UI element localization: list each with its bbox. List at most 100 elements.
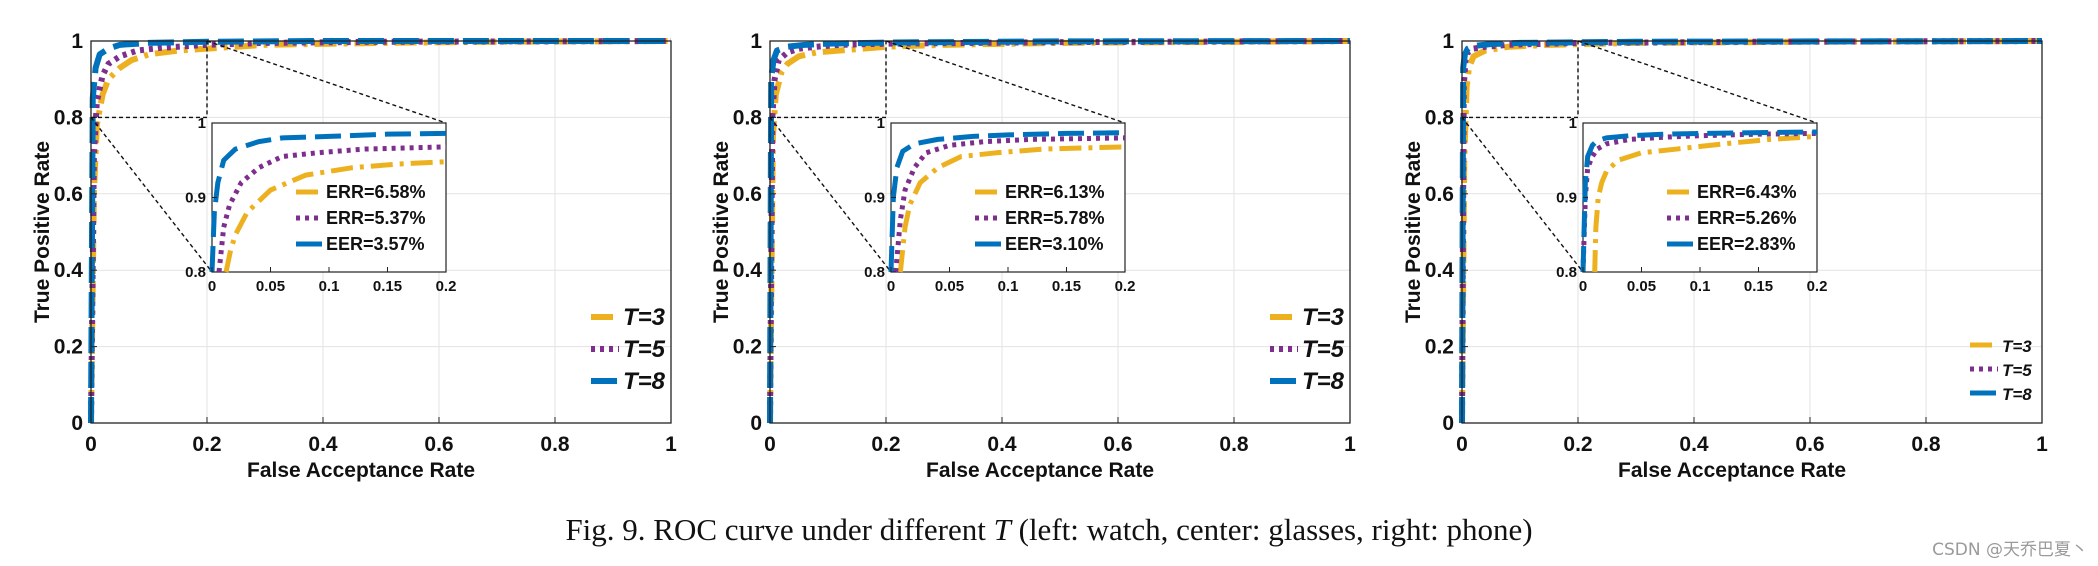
x-tick-label: 0 (764, 433, 776, 456)
x-tick-label: 0 (1456, 433, 1468, 456)
inset-x-tick-label: 0.2 (1115, 278, 1136, 295)
series-line-T8 (767, 38, 1351, 424)
y-tick-label: 0.6 (54, 183, 83, 206)
inset-y-tick-label: 0.9 (864, 190, 885, 207)
inset-y-tick-label: 0.8 (185, 264, 206, 281)
x-tick-label: 0.2 (192, 433, 221, 456)
caption-prefix: Fig. 9. ROC curve under different (565, 512, 994, 547)
x-tick-label: 0.4 (308, 433, 338, 456)
inset-x-tick-label: 0.05 (1627, 278, 1656, 295)
inset-frame (890, 122, 1126, 273)
inset-series-T5 (216, 144, 447, 273)
inset-y-tick-label: 1 (1569, 115, 1577, 132)
y-tick-label: 0 (750, 412, 762, 435)
legend-label: T=8 (623, 368, 666, 395)
inset-y-tick-label: 0.9 (185, 190, 206, 207)
zoom-connector-top (885, 40, 1126, 124)
legend-label: T=5 (623, 336, 666, 363)
x-axis-title: False Acceptance Rate (926, 459, 1154, 482)
y-tick-label: 0.6 (733, 183, 762, 206)
inset-x-tick-label: 0 (1579, 278, 1587, 295)
x-axis-title: False Acceptance Rate (1618, 459, 1846, 482)
inset-x-tick-label: 0.15 (1052, 278, 1081, 295)
y-tick-label: 1 (750, 30, 762, 53)
roc-panel-watch: 0 0.2 0.4 0.6 0.8 1 0 0.2 0.4 0.6 0.8 1 False Accept… (31, 30, 677, 482)
y-axis-title: True Positive Rate (31, 141, 54, 323)
plot-frame (90, 40, 672, 424)
figure-caption: Fig. 9. ROC curve under different T (lef… (0, 512, 2098, 548)
inset-legend-label: ERR=5.26% (1697, 208, 1797, 228)
inset-watch: 0 0.05 0.1 0.15 0.2 0.8 0.9 1 ERR=6.58% ERR=5.37%… (185, 115, 456, 295)
x-tick-label: 0.8 (1911, 433, 1941, 456)
y-tick-label: 0 (71, 412, 83, 435)
legend-label: T=3 (623, 304, 666, 331)
zoom-connector-bottom (769, 116, 892, 273)
inset-x-tick-label: 0 (887, 278, 895, 295)
inset-phone: 0 0.05 0.1 0.15 0.2 0.8 0.9 1 ERR=6.43% ERR=5.26%… (1556, 115, 1827, 295)
inset-x-tick-label: 0.2 (436, 278, 457, 295)
y-tick-label: 0.8 (733, 106, 763, 129)
x-tick-label: 1 (665, 433, 677, 456)
y-tick-label: 0 (1442, 412, 1454, 435)
x-tick-label: 0.6 (424, 433, 453, 456)
x-tick-label: 0.6 (1103, 433, 1132, 456)
inset-series-T3 (1592, 133, 1818, 273)
inset-x-tick-label: 0.05 (256, 278, 285, 295)
y-tick-label: 0.2 (1425, 336, 1454, 359)
x-tick-label: 0.4 (987, 433, 1017, 456)
x-tick-label: 0.8 (1219, 433, 1249, 456)
y-tick-label: 0.2 (54, 336, 83, 359)
main-legend: T=3 T=5 T=8 (591, 304, 666, 395)
inset-x-tick-label: 0.1 (998, 278, 1019, 295)
legend-label: T=8 (2002, 385, 2032, 404)
x-tick-label: 0.4 (1679, 433, 1709, 456)
y-tick-label: 0.8 (54, 106, 84, 129)
y-tick-label: 0.8 (1425, 106, 1455, 129)
series-line-T5 (88, 38, 672, 424)
legend-label: T=3 (2002, 337, 2032, 356)
zoom-connector-bottom (1461, 116, 1584, 273)
x-tick-label: 1 (2036, 433, 2048, 456)
inset-series-T8 (888, 130, 1126, 273)
inset-x-tick-label: 0.1 (1690, 278, 1711, 295)
inset-x-tick-label: 0.15 (1744, 278, 1773, 295)
y-tick-label: 0.4 (733, 259, 763, 282)
zoom-region-outline (1462, 41, 1579, 119)
inset-series-T5 (1580, 130, 1818, 273)
caption-variable: T (993, 512, 1011, 547)
inset-series-T3 (223, 159, 447, 273)
inset-series-T3 (897, 144, 1126, 273)
inset-legend-label: EER=3.10% (1005, 234, 1104, 254)
inset-x-tick-label: 0 (208, 278, 216, 295)
inset-legend-label: ERR=5.37% (326, 208, 426, 228)
x-tick-label: 0 (85, 433, 97, 456)
y-tick-label: 1 (1442, 30, 1454, 53)
y-tick-label: 1 (71, 30, 83, 53)
inset-x-tick-label: 0.05 (935, 278, 964, 295)
inset-y-tick-label: 1 (198, 115, 206, 132)
main-legend: T=3 T=5 T=8 (1970, 337, 2032, 404)
zoom-region-outline (91, 41, 208, 119)
inset-y-tick-label: 0.9 (1556, 190, 1577, 207)
inset-legend-label: ERR=6.13% (1005, 182, 1105, 202)
roc-panel-phone: 0 0.2 0.4 0.6 0.8 1 0 0.2 0.4 0.6 0.8 1 False Accept… (1402, 30, 2048, 482)
inset-legend-label: ERR=6.58% (326, 182, 426, 202)
inset-y-tick-label: 0.8 (1556, 264, 1577, 281)
x-tick-label: 0.2 (1563, 433, 1592, 456)
roc-figure-svg: 0 0.2 0.4 0.6 0.8 1 0 0.2 0.4 0.6 0.8 1 False Accept… (31, 30, 2048, 482)
series-line-T8 (1459, 38, 2043, 424)
roc-panel-glasses: 0 0.2 0.4 0.6 0.8 1 0 0.2 0.4 0.6 0.8 1 False Accept… (710, 30, 1356, 482)
x-tick-label: 0.6 (1795, 433, 1824, 456)
inset-x-tick-label: 0.2 (1807, 278, 1828, 295)
y-tick-label: 0.2 (733, 336, 762, 359)
plot-frame (769, 40, 1351, 424)
zoom-connector-top (1577, 40, 1818, 124)
inset-series-T5 (893, 135, 1126, 273)
inset-legend-label: ERR=6.43% (1697, 182, 1797, 202)
zoom-connector-bottom (90, 116, 213, 273)
x-axis-title: False Acceptance Rate (247, 459, 475, 482)
zoom-connector-top (206, 40, 447, 124)
inset-glasses: 0 0.05 0.1 0.15 0.2 0.8 0.9 1 ERR=6.13% ERR=5.78%… (864, 115, 1135, 295)
y-tick-label: 0.4 (54, 259, 84, 282)
